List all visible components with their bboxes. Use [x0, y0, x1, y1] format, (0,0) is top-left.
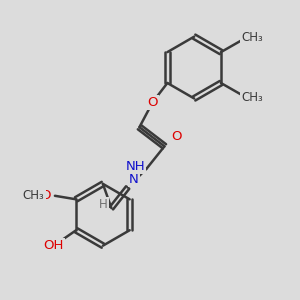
Text: OH: OH [43, 239, 64, 252]
Text: O: O [147, 96, 158, 109]
Text: CH₃: CH₃ [23, 189, 45, 202]
Text: NH: NH [126, 160, 145, 173]
Text: N: N [129, 173, 139, 186]
Text: O: O [40, 189, 50, 202]
Text: O: O [172, 130, 182, 143]
Text: CH₃: CH₃ [241, 91, 263, 104]
Text: CH₃: CH₃ [241, 31, 263, 44]
Text: H: H [99, 198, 108, 211]
